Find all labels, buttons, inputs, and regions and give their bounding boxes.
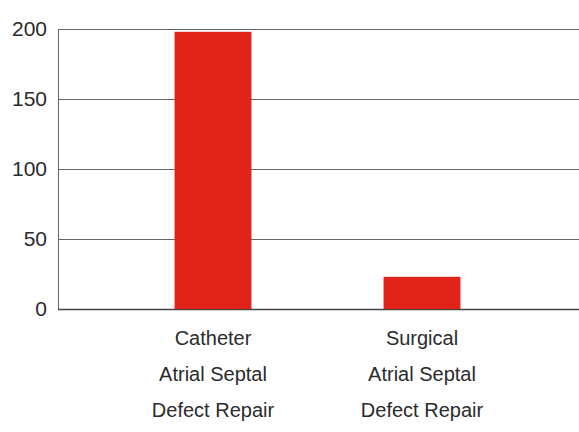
bar [175,32,252,309]
bars [175,32,461,309]
x-tick-label-line: Atrial Septal [159,363,267,385]
chart: 0 50 100 150 200 Catheter Atrial Septal Defect … [0,0,579,432]
y-axis: 0 50 100 150 200 [12,17,579,320]
x-tick-label-line: Atrial Septal [368,363,476,385]
x-tick-label-line: Surgical [386,327,458,349]
y-tick-label: 0 [35,297,47,320]
grid-line [58,99,579,100]
x-tick-label: Surgical Atrial Septal Defect Repair [361,327,484,421]
x-tick: Catheter Atrial Septal Defect Repair [152,309,275,421]
grid-line [58,29,579,30]
x-tick-label-line: Defect Repair [361,399,484,421]
y-tick: 100 [12,157,579,180]
y-tick-label: 200 [12,17,47,40]
x-axis: CatheterAtrial SeptalDefect RepairSurgic… [152,309,484,421]
grid-line [58,169,579,170]
x-tick-label: Catheter Atrial Septal Defect Repair [152,327,275,421]
grid-line [58,309,579,311]
y-tick: 200 [12,17,579,40]
y-tick: 0 [35,297,579,320]
y-tick: 50 [24,227,579,250]
x-tick: Surgical Atrial Septal Defect Repair [361,309,484,421]
y-tick-label: 150 [12,87,47,110]
x-tick-label-line: Defect Repair [152,399,275,421]
grid-line [58,239,579,240]
y-tick-label: 100 [12,157,47,180]
x-tick-label-line: Catheter [175,327,252,349]
y-tick-label: 50 [24,227,47,250]
y-tick: 150 [12,87,579,110]
bar [384,277,461,309]
